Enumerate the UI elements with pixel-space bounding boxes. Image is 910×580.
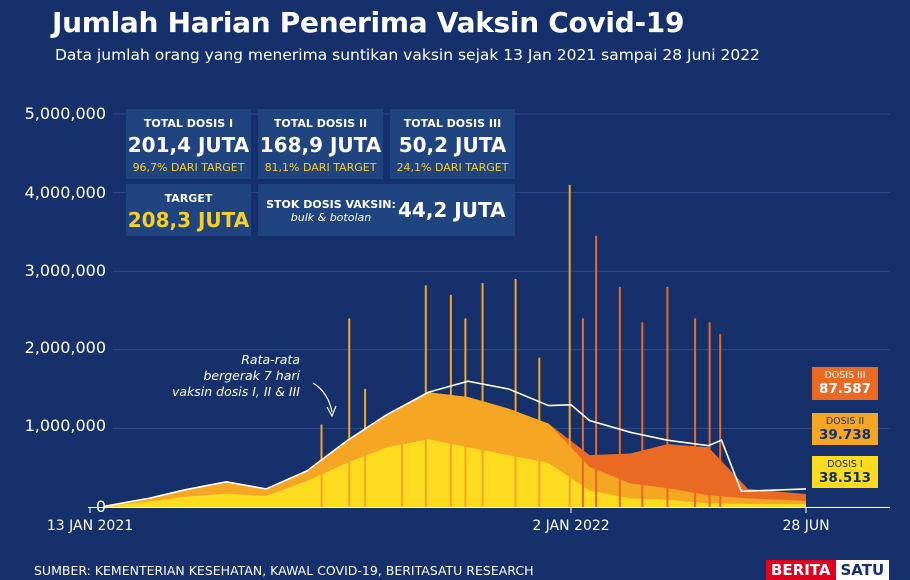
y-tick-label: 3,000,000 [24, 261, 106, 280]
target-value: 208,3 JUTA [127, 208, 250, 232]
annotation-line: Rata-rata [241, 352, 300, 367]
dose2-label: TOTAL DOSIS II [273, 117, 368, 130]
dose1-end-label: DOSIS I [827, 459, 863, 470]
dose3-end-label: DOSIS III [824, 370, 866, 381]
dose2-end-tag: DOSIS II 39.738 [812, 413, 878, 445]
target-label: TARGET [164, 192, 213, 205]
dose3-value: 50,2 JUTA [398, 133, 507, 157]
stock-value: 44,2 JUTA [398, 198, 506, 222]
moving-average-annotation: Rata-rata bergerak 7 hari vaksin dosis I… [150, 352, 300, 400]
series-area-1 [105, 439, 806, 507]
annotation-line: bergerak 7 hari [203, 368, 300, 383]
dose3-end-value: 87.587 [818, 381, 872, 397]
dose2-card: TOTAL DOSIS II 168,9 JUTA 81,1% DARI TAR… [258, 109, 383, 179]
dose1-card: TOTAL DOSIS I 201,4 JUTA 96,7% DARI TARG… [126, 109, 251, 179]
annotation-arrowhead [326, 405, 337, 418]
dose1-end-tag: DOSIS I 38.513 [812, 456, 878, 488]
y-tick-label: 2,000,000 [24, 338, 106, 357]
source-note: SUMBER: KEMENTERIAN KESEHATAN, KAWAL COV… [34, 563, 534, 578]
chart-subtitle: Data jumlah orang yang menerima suntikan… [55, 46, 760, 64]
dose2-end-label: DOSIS II [825, 416, 865, 427]
logo-part: BERITA [766, 560, 836, 580]
dose3-card: TOTAL DOSIS III 50,2 JUTA 24,1% DARI TAR… [390, 109, 515, 179]
stock-sublabel: bulk & botolan [290, 211, 372, 224]
annotation-line: vaksin dosis I, II & III [172, 384, 300, 399]
y-tick-label: 5,000,000 [24, 104, 106, 123]
chart-title: Jumlah Harian Penerima Vaksin Covid-19 [52, 6, 685, 39]
y-tick-label: 0 [95, 497, 106, 516]
annotation-arrow [312, 382, 333, 413]
logo-part: SATU [835, 560, 890, 580]
y-tick-label: 1,000,000 [24, 416, 106, 435]
dose2-value: 168,9 JUTA [259, 133, 382, 157]
x-tick-label: 28 JUN [782, 518, 830, 534]
moving-average-line [104, 380, 807, 508]
dose1-end-value: 38.513 [818, 470, 872, 486]
stock-card: STOK DOSIS VAKSIN: bulk & botolan 44,2 J… [258, 184, 515, 236]
x-tick-label: 13 JAN 2021 [46, 518, 134, 534]
target-card: TARGET 208,3 JUTA [126, 184, 251, 236]
stock-label-text: STOK DOSIS VAKSIN: [266, 198, 396, 211]
dose1-percent: 96,7% DARI TARGET [132, 161, 245, 174]
dose2-percent: 81,1% DARI TARGET [264, 161, 377, 174]
x-tick-label: 2 JAN 2022 [532, 518, 610, 534]
dose2-end-value: 39.738 [818, 427, 872, 443]
dose1-value: 201,4 JUTA [127, 133, 250, 157]
dose3-label: TOTAL DOSIS III [403, 117, 502, 130]
dose3-end-tag: DOSIS III 87.587 [812, 367, 878, 400]
y-tick-label: 4,000,000 [24, 183, 106, 202]
beritasatu-logo: BERITA SATU [766, 560, 890, 580]
stock-label: STOK DOSIS VAKSIN: bulk & botolan [266, 198, 396, 224]
dose3-percent: 24,1% DARI TARGET [396, 161, 509, 174]
dose1-label: TOTAL DOSIS I [143, 117, 234, 130]
